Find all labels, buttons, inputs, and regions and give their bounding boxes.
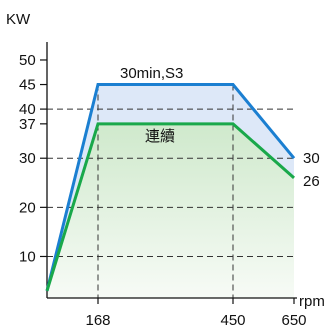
x-tick-label: 450: [220, 312, 245, 329]
series-label-continuous: 連續: [145, 128, 175, 145]
y-axis-unit: KW: [6, 11, 31, 28]
end-label-s3: 30: [303, 150, 320, 167]
y-tick-label: 37: [19, 116, 36, 133]
end-label-continuous: 26: [303, 173, 320, 190]
y-tick-label: 20: [19, 199, 36, 216]
y-tick-label: 10: [19, 248, 36, 265]
y-tick-label: 45: [19, 77, 36, 94]
y-tick-label: 30: [19, 150, 36, 167]
x-axis-unit: rpm: [299, 293, 325, 310]
x-tick-label: 168: [85, 312, 110, 329]
x-tick-group: 168 450 650: [85, 298, 307, 329]
y-tick-label: 40: [19, 101, 36, 118]
x-tick-label: 650: [281, 312, 306, 329]
vertical-reference-lines: [97, 84, 234, 298]
series-line-continuous: [45, 122, 295, 292]
series-label-s3: 30min,S3: [120, 65, 183, 82]
series-line-s3: [45, 83, 296, 292]
y-tick-label: 50: [19, 52, 36, 69]
series-area-continuous: [47, 123, 294, 299]
